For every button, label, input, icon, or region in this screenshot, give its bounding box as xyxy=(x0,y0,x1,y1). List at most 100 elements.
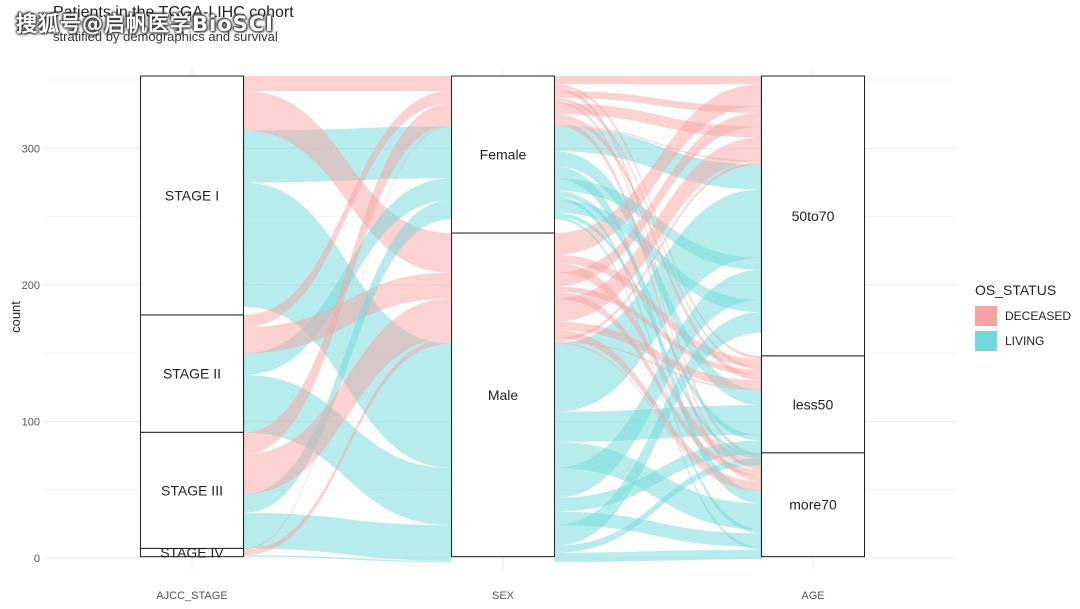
flow-stage-ii-male-less50-deceased xyxy=(554,286,762,376)
flow-stage-i-female-more70-deceased xyxy=(243,86,452,92)
y-tick-label: 200 xyxy=(22,280,40,292)
flow-stage-iii-male-less50-deceased xyxy=(243,321,452,486)
stratum-label-female: Female xyxy=(480,147,527,163)
flow-stage-ii-female-more70-deceased xyxy=(554,100,762,470)
y-axis-label: count xyxy=(8,301,23,333)
stratum-ajcc-stage-stage-ii xyxy=(140,314,244,433)
legend-item-living: LIVING xyxy=(975,328,1071,353)
stratum-sex-male xyxy=(451,232,555,558)
flow-stage-ii-female-less50-deceased xyxy=(243,97,452,325)
legend: OS_STATUS DECEASED LIVING xyxy=(975,282,1071,353)
flow-stage-iv-male-more70-living xyxy=(554,558,762,563)
flow-stage-iii-male-50to70-deceased xyxy=(554,137,762,322)
flow-stage-iv-male-50to70-deceased xyxy=(243,338,452,553)
flow-stage-iii-female-more70-living xyxy=(554,216,762,550)
flow-stage-i-male-50to70-deceased xyxy=(554,84,762,255)
flow-stage-iv-male-more70-deceased xyxy=(554,342,762,492)
stratum-label-male: Male xyxy=(488,387,519,403)
flow-stage-ii-female-50to70-deceased xyxy=(243,91,452,322)
flow-stage-ii-male-less50-deceased xyxy=(243,286,452,347)
y-tick-label: 0 xyxy=(34,553,40,565)
legend-title: OS_STATUS xyxy=(975,282,1057,298)
flow-stage-iv-male-more70-living xyxy=(243,555,452,563)
flow-stage-iii-female-less50-living xyxy=(243,212,452,511)
x-tick-label: AGE xyxy=(801,590,824,602)
flow-stage-iii-male-less50-living xyxy=(554,458,762,553)
flow-stage-ii-female-50to70-deceased xyxy=(554,91,762,113)
flow-stage-i-male-more70-living xyxy=(243,280,452,468)
flow-stage-ii-male-less50-living xyxy=(554,440,762,512)
flow-stage-iii-male-more70-deceased xyxy=(554,329,762,490)
x-tick-label: AJCC_STAGE xyxy=(156,590,227,602)
flows xyxy=(243,76,762,563)
stratum-label-more70: more70 xyxy=(789,497,837,513)
flow-stage-ii-male-50to70-deceased xyxy=(554,112,762,287)
stratum-age-more70 xyxy=(761,452,865,558)
flow-stage-iii-male-50to70-living xyxy=(554,312,762,546)
legend-swatch-deceased xyxy=(975,305,997,326)
flow-stage-iii-female-less50-living xyxy=(554,212,762,459)
watermark: 搜狐号@启帆医学BioSCI xyxy=(16,12,274,36)
stratum-ajcc-stage-stage-i xyxy=(140,75,244,316)
flow-stage-iii-male-50to70-deceased xyxy=(243,298,452,478)
legend-label-living: LIVING xyxy=(1005,333,1045,348)
flow-stage-iii-male-50to70-living xyxy=(243,512,452,546)
flow-stage-iii-female-50to70-deceased xyxy=(554,103,762,138)
stratum-label-stage-ii: STAGE II xyxy=(163,366,221,382)
axes: 0 100 200 300 count AJCC_STAGE SEX AGE xyxy=(8,143,825,602)
stratum-label-stage-iv: STAGE IV xyxy=(160,545,224,561)
flow-stage-i-female-50to70-deceased xyxy=(554,76,762,85)
flow-stage-i-male-less50-living xyxy=(243,250,452,442)
y-tick-label: 100 xyxy=(22,416,40,428)
flow-stage-iv-male-less50-deceased xyxy=(554,340,762,391)
flow-stage-iv-male-more70-deceased xyxy=(243,342,452,556)
stratum-ajcc-stage-stage-iv xyxy=(140,547,244,558)
flow-stage-ii-male-more70-living xyxy=(243,418,452,526)
flow-stage-i-female-50to70-deceased xyxy=(243,76,452,85)
stratum-sex-female xyxy=(451,75,555,234)
stratum-label-less50: less50 xyxy=(793,396,834,412)
flow-stage-iv-female-50to70-deceased xyxy=(554,125,762,163)
stratum-age-less50 xyxy=(761,355,865,454)
strata: STAGE I STAGE II STAGE III STAGE IV Female Ma… xyxy=(140,75,865,561)
flow-stage-iv-male-less50-deceased xyxy=(243,340,452,554)
flow-stage-iv-female-50to70-deceased xyxy=(243,125,452,550)
stratum-label-50to70: 50to70 xyxy=(792,208,835,224)
flow-stage-iii-male-less50-deceased xyxy=(554,321,762,389)
x-tick-label: SEX xyxy=(492,590,515,602)
flow-stage-i-male-less50-deceased xyxy=(554,254,762,367)
flow-stage-iii-male-more70-living xyxy=(243,540,452,561)
flow-edge xyxy=(760,558,762,560)
y-tick-label: 300 xyxy=(22,143,40,155)
legend-swatch-living xyxy=(975,330,997,351)
flow-stage-ii-female-less50-living xyxy=(554,190,762,441)
flow-stage-ii-female-more70-deceased xyxy=(243,100,452,328)
legend-label-deceased: DECEASED xyxy=(1005,308,1072,323)
flow-stage-iv-male-50to70-deceased xyxy=(554,162,762,341)
stratum-ajcc-stage-stage-iii xyxy=(140,431,244,549)
flow-stage-ii-male-less50-living xyxy=(243,405,452,512)
flow-stage-iii-male-more70-living xyxy=(554,549,762,561)
chart-subtitle: stratified by demographics and survival xyxy=(53,29,278,44)
flow-stage-iii-female-50to70-living xyxy=(243,200,452,507)
flow-stage-iii-female-less50-deceased xyxy=(243,114,452,449)
chart-title: Patients in the TCGA-LIHC cohort xyxy=(53,4,294,21)
flow-stage-iii-female-more70-deceased xyxy=(554,119,762,482)
flow-stage-ii-male-50to70-deceased xyxy=(243,272,452,341)
flow-stage-iii-female-less50-deceased xyxy=(554,114,762,381)
flow-stage-iii-female-50to70-living xyxy=(554,200,762,313)
flow-stage-i-male-50to70-deceased xyxy=(243,91,452,255)
stratum-label-stage-i: STAGE I xyxy=(165,187,219,203)
stratum-age-50to70 xyxy=(761,75,865,357)
flow-stage-iii-female-more70-deceased xyxy=(243,119,452,455)
flow-stage-i-female-less50-deceased xyxy=(243,84,452,87)
flow-stage-iii-male-more70-deceased xyxy=(243,329,452,494)
flow-stage-i-male-less50-deceased xyxy=(243,112,452,264)
legend-item-deceased: DECEASED xyxy=(975,303,1071,328)
flow-stage-i-male-more70-deceased xyxy=(243,121,452,273)
flow-stage-ii-male-more70-deceased xyxy=(243,291,452,354)
flow-stage-iii-female-more70-living xyxy=(243,216,452,513)
flow-stage-iii-female-50to70-deceased xyxy=(243,103,452,444)
stratum-label-stage-iii: STAGE III xyxy=(161,482,223,498)
